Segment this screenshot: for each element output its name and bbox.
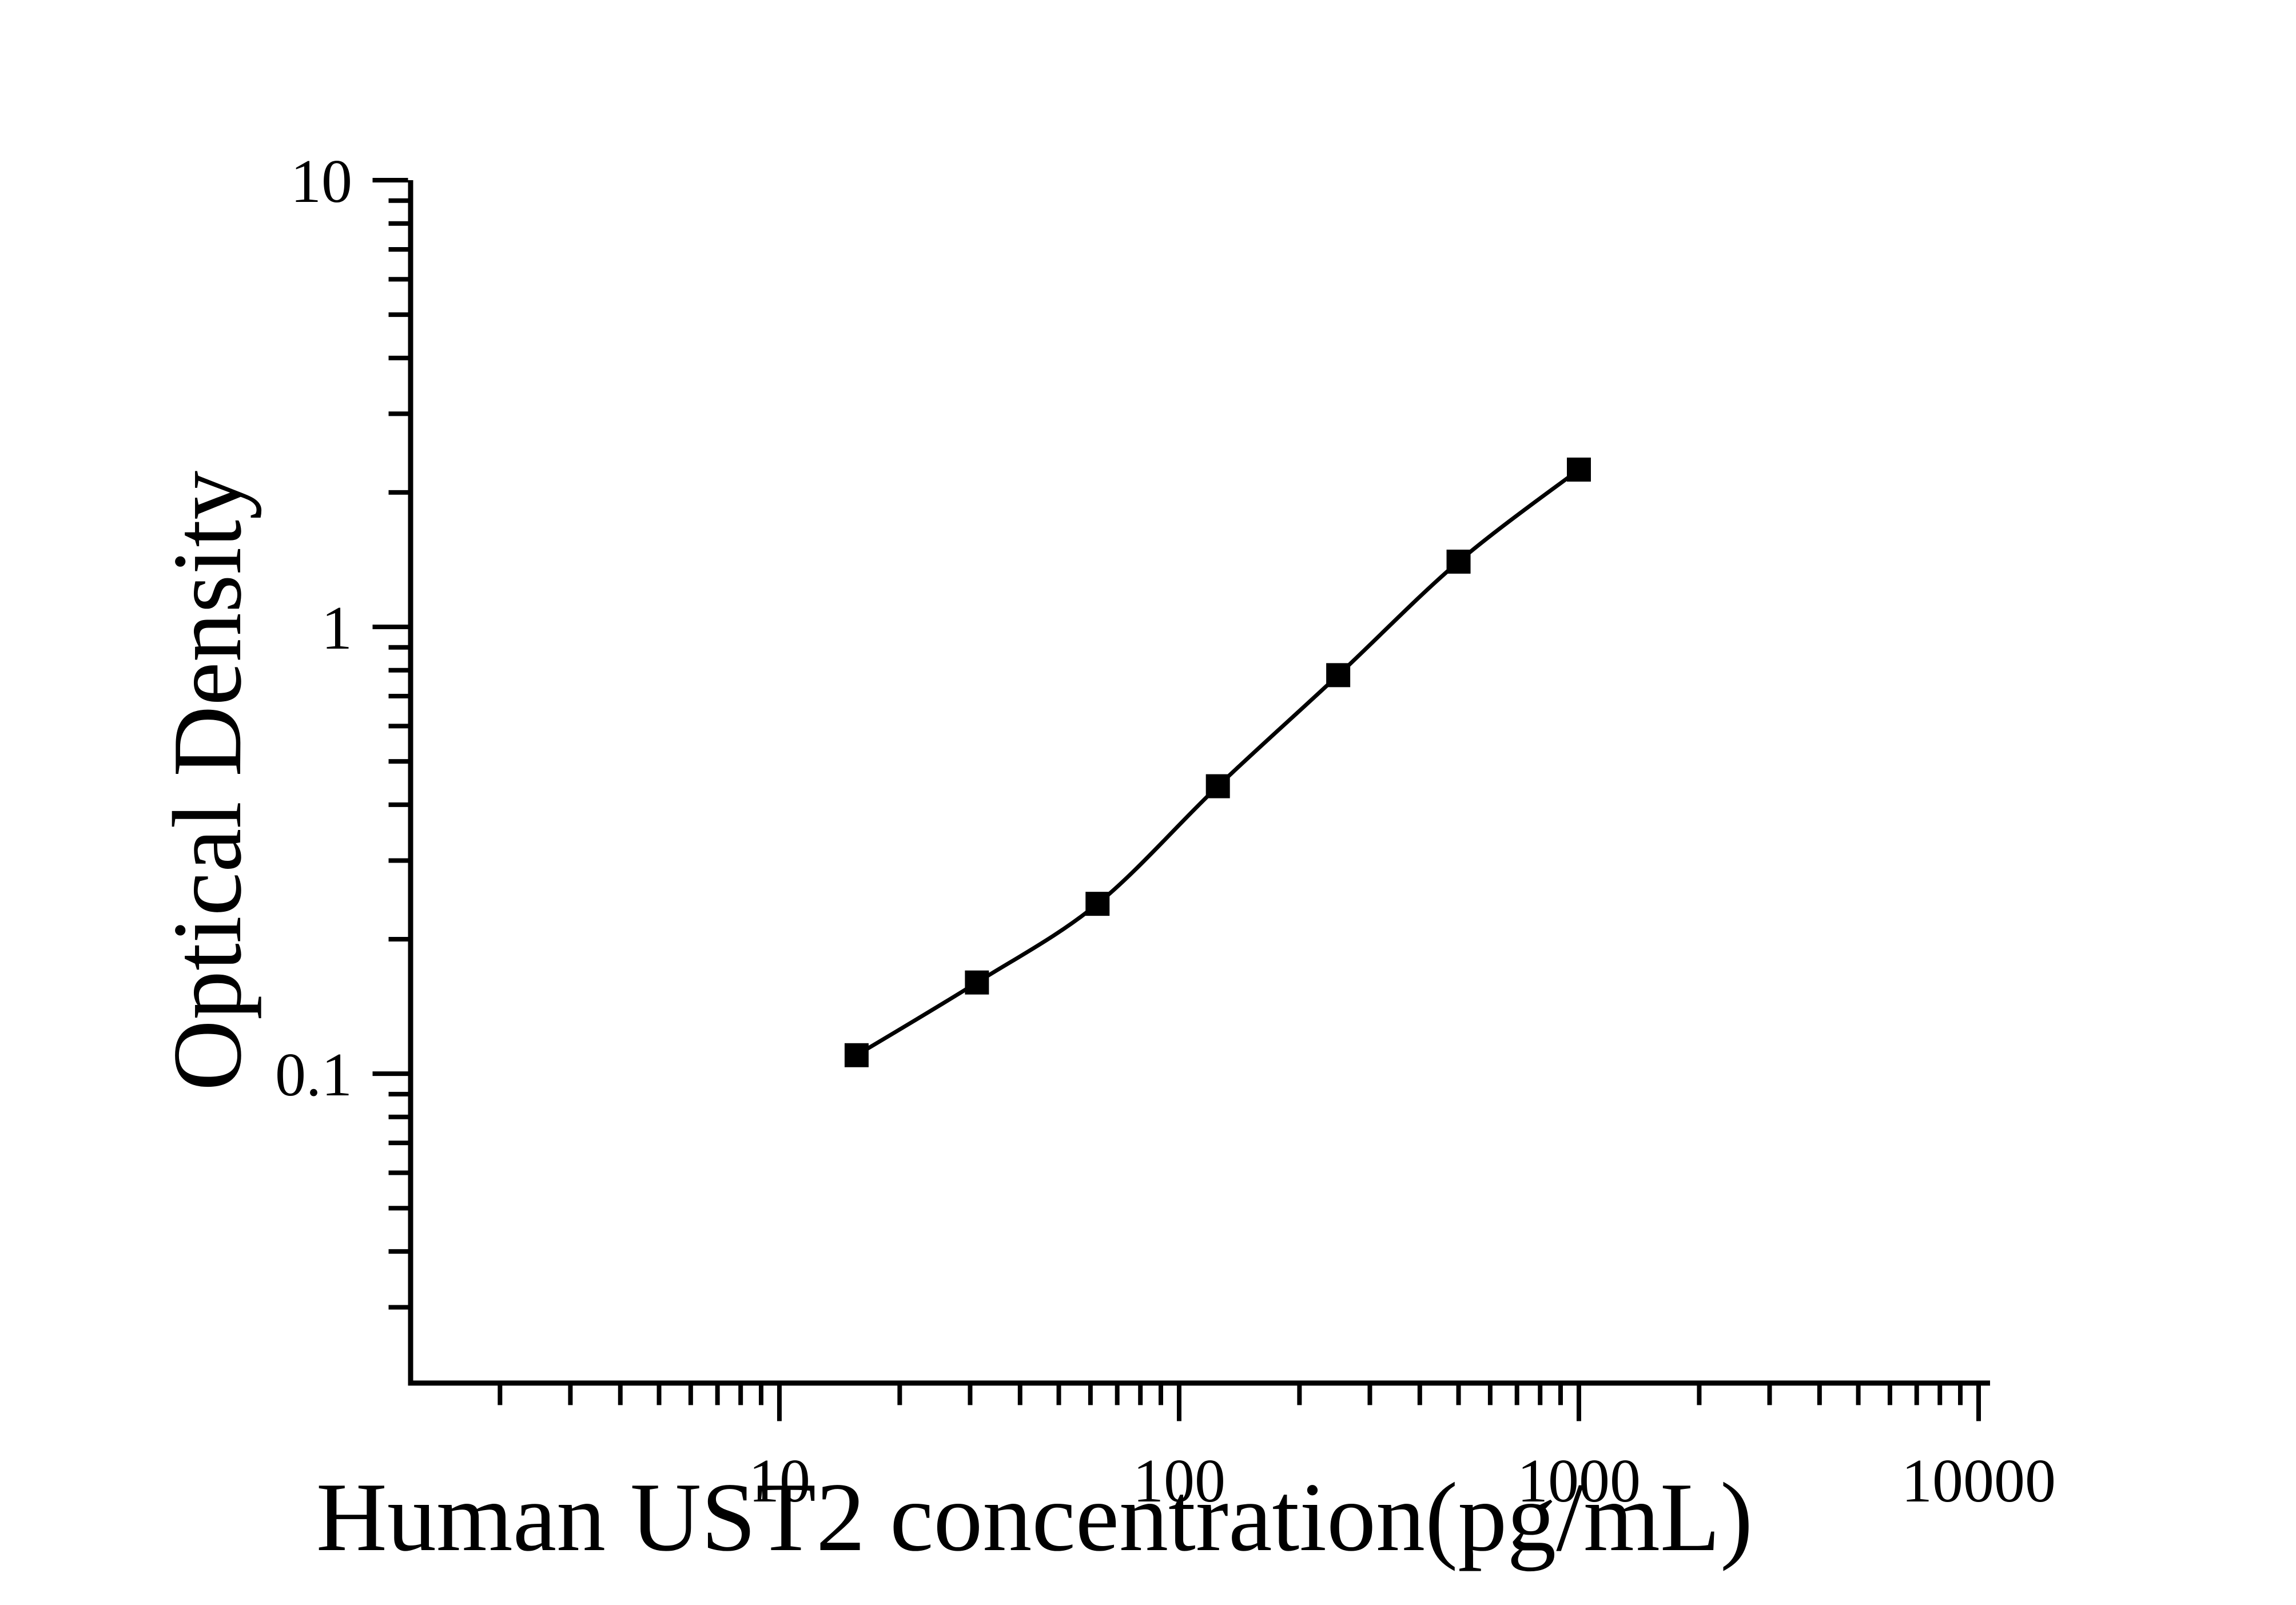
data-point-marker bbox=[1326, 663, 1351, 688]
data-point-marker bbox=[844, 1043, 869, 1067]
y-axis-tick-label: 1 bbox=[321, 594, 352, 662]
x-axis-tick-label: 10000 bbox=[1901, 1447, 2056, 1515]
data-point-marker bbox=[965, 970, 989, 995]
x-axis-title: Human UST2 concentration(pg/mL) bbox=[316, 1463, 1753, 1572]
x-axis-tick-label: 10 bbox=[749, 1447, 810, 1515]
data-point-marker bbox=[1566, 457, 1591, 482]
data-point-marker bbox=[1205, 774, 1230, 798]
y-axis-title: Optical Density bbox=[153, 471, 262, 1091]
x-axis-tick-label: 100 bbox=[1133, 1447, 1225, 1515]
y-axis-tick-label: 0.1 bbox=[275, 1041, 352, 1109]
x-axis-tick-label: 1000 bbox=[1517, 1447, 1641, 1515]
data-point-marker bbox=[1085, 892, 1110, 916]
data-point-marker bbox=[1446, 549, 1471, 574]
y-axis-tick-label: 10 bbox=[291, 148, 352, 216]
